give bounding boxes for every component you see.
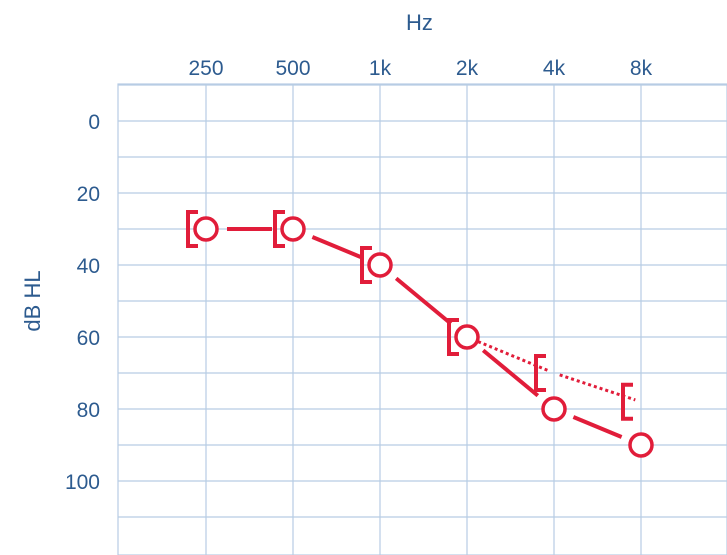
series-0-point (628, 432, 654, 458)
x-tick-label: 1k (369, 57, 392, 80)
series-0-point (541, 396, 567, 422)
series-0-segment (572, 415, 623, 439)
y-tick-label: 80 (77, 399, 100, 422)
series-0-point (280, 216, 306, 242)
x-tick-label: 250 (188, 57, 223, 80)
y-tick-label: 100 (65, 471, 100, 494)
x-tick-label: 4k (543, 57, 566, 80)
series-1-bracket (273, 210, 285, 248)
x-tick-label: 2k (456, 57, 479, 80)
series-0-segment (394, 276, 453, 326)
y-axis-title: dB HL (20, 270, 45, 331)
series-0-segment (481, 348, 540, 398)
y-tick-label: 60 (77, 327, 100, 350)
series-0-segment (311, 235, 362, 259)
x-tick-label: 8k (630, 57, 653, 80)
series-0-point (454, 324, 480, 350)
x-tick-label: 500 (275, 57, 310, 80)
plot-area (117, 83, 727, 555)
series-1-bracket (186, 210, 198, 248)
series-0-point (367, 252, 393, 278)
series-1-bracket (360, 246, 372, 284)
series-0-point (193, 216, 219, 242)
series-2-bracket (447, 318, 459, 356)
series-2-bracket (621, 382, 633, 421)
series-2-bracket (534, 354, 546, 392)
y-tick-label: 0 (88, 111, 100, 134)
y-tick-label: 40 (77, 255, 100, 278)
x-axis-title: Hz (406, 10, 433, 35)
y-tick-label: 20 (77, 183, 100, 206)
